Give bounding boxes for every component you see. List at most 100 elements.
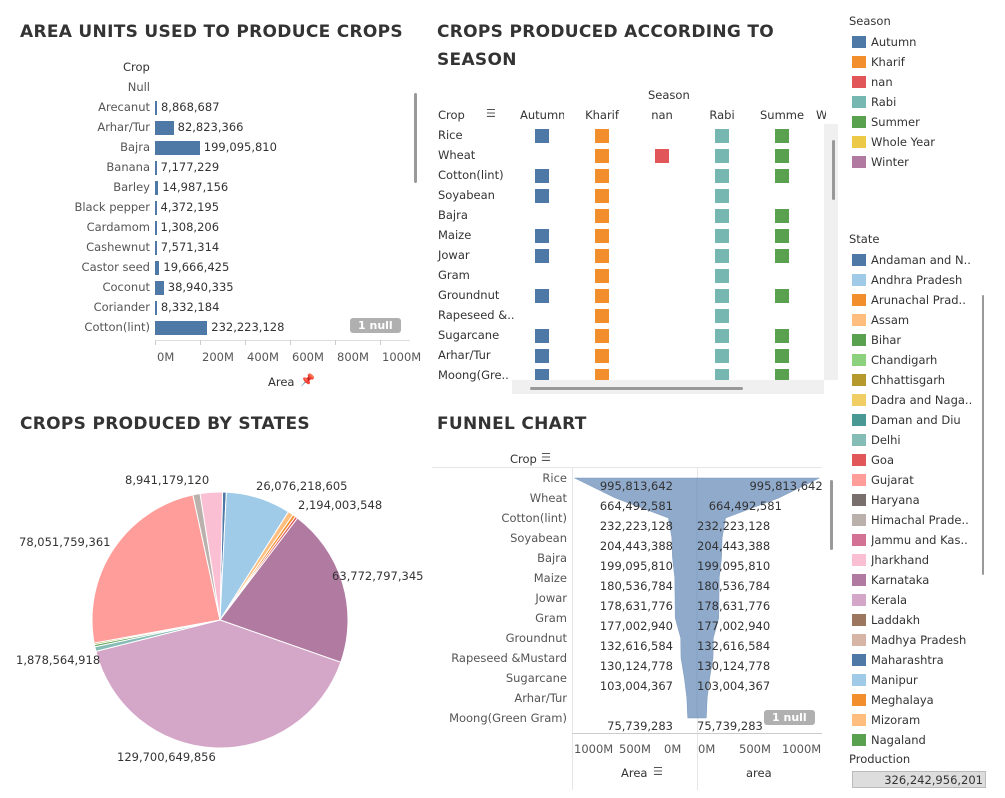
state-legend-swatch[interactable] [852,354,866,366]
season-row-label[interactable]: Moong(Gre.. [438,368,509,382]
funnel-row-label[interactable]: Sugarcane [505,671,567,685]
season-cell[interactable] [595,369,609,383]
state-legend-swatch[interactable] [852,594,866,606]
season-cell[interactable] [715,329,729,343]
funnel-null-badge[interactable]: 1 null [764,710,815,725]
funnel-row-label[interactable]: Wheat [529,491,567,505]
season-cell[interactable] [715,189,729,203]
state-legend-label[interactable]: Goa [871,453,894,467]
pie-slice[interactable] [91,494,221,644]
funnel-row-label[interactable]: Bajra [537,551,567,565]
season-col-header[interactable]: Rabi [709,108,735,122]
season-row-label[interactable]: Rapeseed &.. [438,308,515,322]
state-legend-label[interactable]: Chandigarh [871,353,938,367]
season-legend-swatch[interactable] [852,56,866,68]
season-cell[interactable] [595,349,609,363]
state-legend-label[interactable]: Madhya Pradesh [871,633,967,647]
season-legend-label[interactable]: Kharif [871,55,905,69]
season-legend-swatch[interactable] [852,156,866,168]
season-cell[interactable] [595,169,609,183]
season-cell[interactable] [715,149,729,163]
area-bar[interactable] [155,261,160,275]
area-bar[interactable] [155,281,164,295]
season-legend-label[interactable]: Whole Year [871,135,935,149]
season-cell[interactable] [775,349,789,363]
season-row-label[interactable]: Maize [438,228,472,242]
season-col-header[interactable]: Summer [760,108,804,122]
season-cell[interactable] [595,189,609,203]
season-row-label[interactable]: Wheat [438,148,476,162]
state-legend-swatch[interactable] [852,714,866,726]
season-cell[interactable] [595,269,609,283]
state-legend-swatch[interactable] [852,554,866,566]
season-legend-label[interactable]: Winter [871,155,909,169]
funnel-scrollbar[interactable] [830,480,833,550]
state-legend-swatch[interactable] [852,734,866,746]
season-cell[interactable] [715,229,729,243]
season-cell[interactable] [595,229,609,243]
season-cell[interactable] [595,149,609,163]
funnel-crop-header[interactable]: Crop [510,452,537,466]
state-legend-swatch[interactable] [852,494,866,506]
season-row-label[interactable]: Sugarcane [438,328,500,342]
season-cell[interactable] [535,249,549,263]
funnel-row-label[interactable]: Maize [533,571,567,585]
production-slider[interactable]: 326,242,956,201 [852,771,986,788]
season-cell[interactable] [775,209,789,223]
state-legend-label[interactable]: Daman and Diu [871,413,961,427]
state-legend-label[interactable]: Nagaland [871,733,926,747]
state-legend-scrollbar[interactable] [982,295,984,575]
area-row-label[interactable]: Castor seed [81,260,150,274]
season-cell[interactable] [775,329,789,343]
season-cell[interactable] [715,129,729,143]
state-legend-swatch[interactable] [852,454,866,466]
area-bar[interactable] [155,301,157,315]
season-cell[interactable] [715,369,729,383]
state-legend-label[interactable]: Himachal Prade.. [871,513,969,527]
state-legend-label[interactable]: Manipur [871,673,918,687]
season-cell[interactable] [535,289,549,303]
area-row-label[interactable]: Null [127,80,150,94]
state-legend-label[interactable]: Mizoram [871,713,921,727]
area-scrollbar[interactable] [414,93,417,183]
state-legend-swatch[interactable] [852,434,866,446]
season-cell[interactable] [775,149,789,163]
area-row-label[interactable]: Banana [106,160,150,174]
season-cell[interactable] [595,209,609,223]
state-legend-label[interactable]: Andhra Pradesh [871,273,963,287]
area-bar[interactable] [155,141,200,155]
state-legend-swatch[interactable] [852,374,866,386]
season-cell[interactable] [535,349,549,363]
funnel-axis-sort-icon[interactable]: ☰ [653,765,663,778]
state-legend-label[interactable]: Delhi [871,433,901,447]
state-legend-swatch[interactable] [852,474,866,486]
pie-slice[interactable] [95,619,342,749]
pin-icon[interactable]: 📌 [300,373,315,387]
area-row-label[interactable]: Barley [113,180,150,194]
state-legend-label[interactable]: Meghalaya [871,693,934,707]
state-legend-swatch[interactable] [852,414,866,426]
state-legend-swatch[interactable] [852,394,866,406]
state-legend-swatch[interactable] [852,654,866,666]
season-cell[interactable] [535,169,549,183]
funnel-row-label[interactable]: Gram [535,611,567,625]
season-cell[interactable] [775,369,789,383]
area-bar[interactable] [155,121,174,135]
state-legend-label[interactable]: Kerala [871,593,908,607]
state-legend-swatch[interactable] [852,674,866,686]
season-cell[interactable] [595,309,609,323]
state-legend-swatch[interactable] [852,614,866,626]
season-hscrollbar[interactable] [530,387,743,390]
area-row-label[interactable]: Black pepper [74,200,150,214]
season-row-label[interactable]: Soyabean [438,188,495,202]
season-row-label[interactable]: Groundnut [438,288,500,302]
state-legend-swatch[interactable] [852,534,866,546]
season-cell[interactable] [775,229,789,243]
season-cell[interactable] [775,129,789,143]
state-legend-swatch[interactable] [852,314,866,326]
season-cell[interactable] [775,169,789,183]
season-legend-swatch[interactable] [852,96,866,108]
state-legend-label[interactable]: Laddakh [871,613,921,627]
area-row-label[interactable]: Coriander [93,300,150,314]
season-cell[interactable] [535,189,549,203]
